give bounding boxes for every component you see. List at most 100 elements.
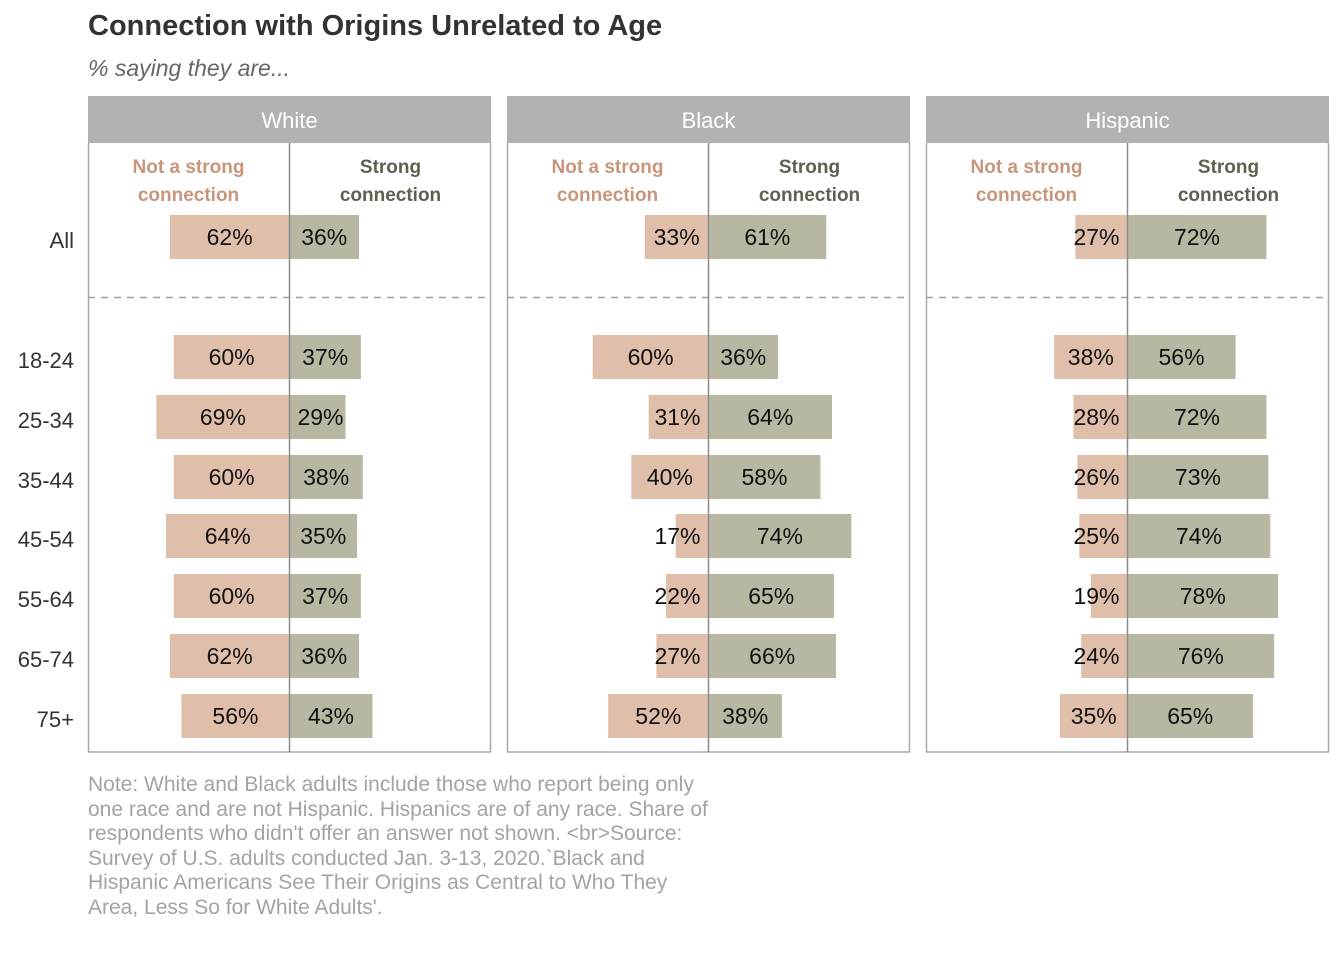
category-label-all: All [50, 228, 74, 253]
column-header-strong: Strong [779, 157, 840, 178]
data-label-not-strong: 60% [209, 344, 255, 370]
data-label-strong: 72% [1174, 224, 1220, 250]
bar-not-strong [169, 215, 290, 259]
data-label-not-strong: 31% [654, 404, 700, 430]
bar-not-strong [1054, 335, 1128, 379]
data-label-strong: 37% [302, 344, 348, 370]
category-label-18-24: 18-24 [18, 348, 74, 373]
data-label-strong: 65% [748, 583, 794, 609]
column-header-not-strong: Not a strong [133, 157, 245, 178]
data-label-strong: 74% [1176, 523, 1222, 549]
data-label-strong: 43% [308, 703, 354, 729]
data-label-not-strong: 62% [207, 224, 253, 250]
data-label-strong: 72% [1174, 404, 1220, 430]
bar-not-strong [173, 574, 290, 618]
data-label-strong: 38% [303, 464, 349, 490]
chart-note: Note: White and Black adults include tho… [88, 773, 708, 919]
data-label-not-strong: 25% [1073, 523, 1119, 549]
bar-not-strong [631, 455, 709, 499]
bar-strong [289, 335, 361, 379]
column-header-not-strong: Not a strong [971, 157, 1083, 178]
data-label-not-strong: 27% [1073, 224, 1119, 250]
data-label-strong: 36% [301, 224, 347, 250]
bar-not-strong [169, 634, 290, 678]
data-label-strong: 38% [722, 703, 768, 729]
data-label-not-strong: 60% [628, 344, 674, 370]
data-label-strong: 76% [1178, 643, 1224, 669]
data-label-not-strong: 62% [207, 643, 253, 669]
column-header-not-strong: connection [976, 185, 1077, 206]
column-header-not-strong: connection [557, 185, 658, 206]
bar-not-strong [181, 694, 290, 738]
data-label-strong: 61% [744, 224, 790, 250]
data-label-not-strong: 33% [654, 224, 700, 250]
column-header-strong: connection [759, 185, 860, 206]
data-label-strong: 64% [747, 404, 793, 430]
data-label-not-strong: 56% [212, 703, 258, 729]
bar-strong [708, 694, 782, 738]
column-header-not-strong: connection [138, 185, 239, 206]
bar-not-strong [1081, 634, 1128, 678]
bar-strong [708, 215, 827, 259]
facet-header-hispanic [926, 96, 1329, 143]
data-label-not-strong: 38% [1068, 344, 1114, 370]
chart: All 18-24 25-34 35-44 45-54 55-64 65-74 75+ Whit… [18, 96, 1330, 753]
bar-not-strong [1075, 215, 1128, 259]
bar-strong [289, 514, 358, 558]
facet-header-black [507, 96, 910, 143]
data-label-strong: 36% [720, 344, 766, 370]
data-label-strong: 56% [1159, 344, 1205, 370]
data-label-not-strong: 60% [209, 583, 255, 609]
data-label-not-strong: 22% [654, 583, 700, 609]
data-label-strong: 36% [301, 643, 347, 669]
bar-not-strong [644, 215, 709, 259]
bar-not-strong [648, 395, 709, 439]
bar-not-strong [1059, 694, 1128, 738]
bar-strong [708, 634, 836, 678]
category-label-65-74: 65-74 [18, 647, 74, 672]
data-label-not-strong: 28% [1073, 404, 1119, 430]
category-label-35-44: 35-44 [18, 468, 74, 493]
bar-not-strong [608, 694, 709, 738]
data-label-strong: 58% [741, 464, 787, 490]
bar-strong [289, 215, 359, 259]
bar-not-strong [173, 455, 290, 499]
data-label-not-strong: 19% [1073, 583, 1119, 609]
data-label-not-strong: 24% [1073, 643, 1119, 669]
data-label-strong: 66% [749, 643, 795, 669]
bar-not-strong [1073, 395, 1128, 439]
bar-strong [708, 514, 852, 558]
facet-title-white: White [261, 108, 317, 133]
data-label-not-strong: 26% [1073, 464, 1119, 490]
bar-strong [289, 574, 361, 618]
data-label-not-strong: 64% [205, 523, 251, 549]
bar-not-strong [656, 634, 709, 678]
bar-strong [1127, 455, 1269, 499]
data-label-not-strong: 40% [647, 464, 693, 490]
facet-title-hispanic: Hispanic [1085, 108, 1169, 133]
data-label-strong: 37% [302, 583, 348, 609]
bar-not-strong [156, 395, 290, 439]
bar-strong [708, 395, 833, 439]
bar-not-strong [675, 514, 709, 558]
category-label-55-64: 55-64 [18, 587, 74, 612]
data-label-strong: 73% [1175, 464, 1221, 490]
bar-not-strong [1090, 574, 1128, 618]
bar-strong [1127, 395, 1267, 439]
column-header-strong: Strong [360, 157, 421, 178]
bar-strong [1127, 694, 1253, 738]
column-header-strong: connection [340, 185, 441, 206]
data-label-not-strong: 69% [200, 404, 246, 430]
bar-strong [289, 455, 363, 499]
bar-strong [1127, 215, 1267, 259]
facet-header-white [88, 96, 491, 143]
bar-not-strong [1079, 514, 1128, 558]
bar-strong [1127, 514, 1271, 558]
bar-strong [708, 574, 834, 618]
bar-not-strong [165, 514, 290, 558]
bar-strong [289, 694, 373, 738]
bar-strong [289, 395, 346, 439]
bar-not-strong [666, 574, 709, 618]
bar-strong [708, 335, 778, 379]
data-label-not-strong: 52% [635, 703, 681, 729]
